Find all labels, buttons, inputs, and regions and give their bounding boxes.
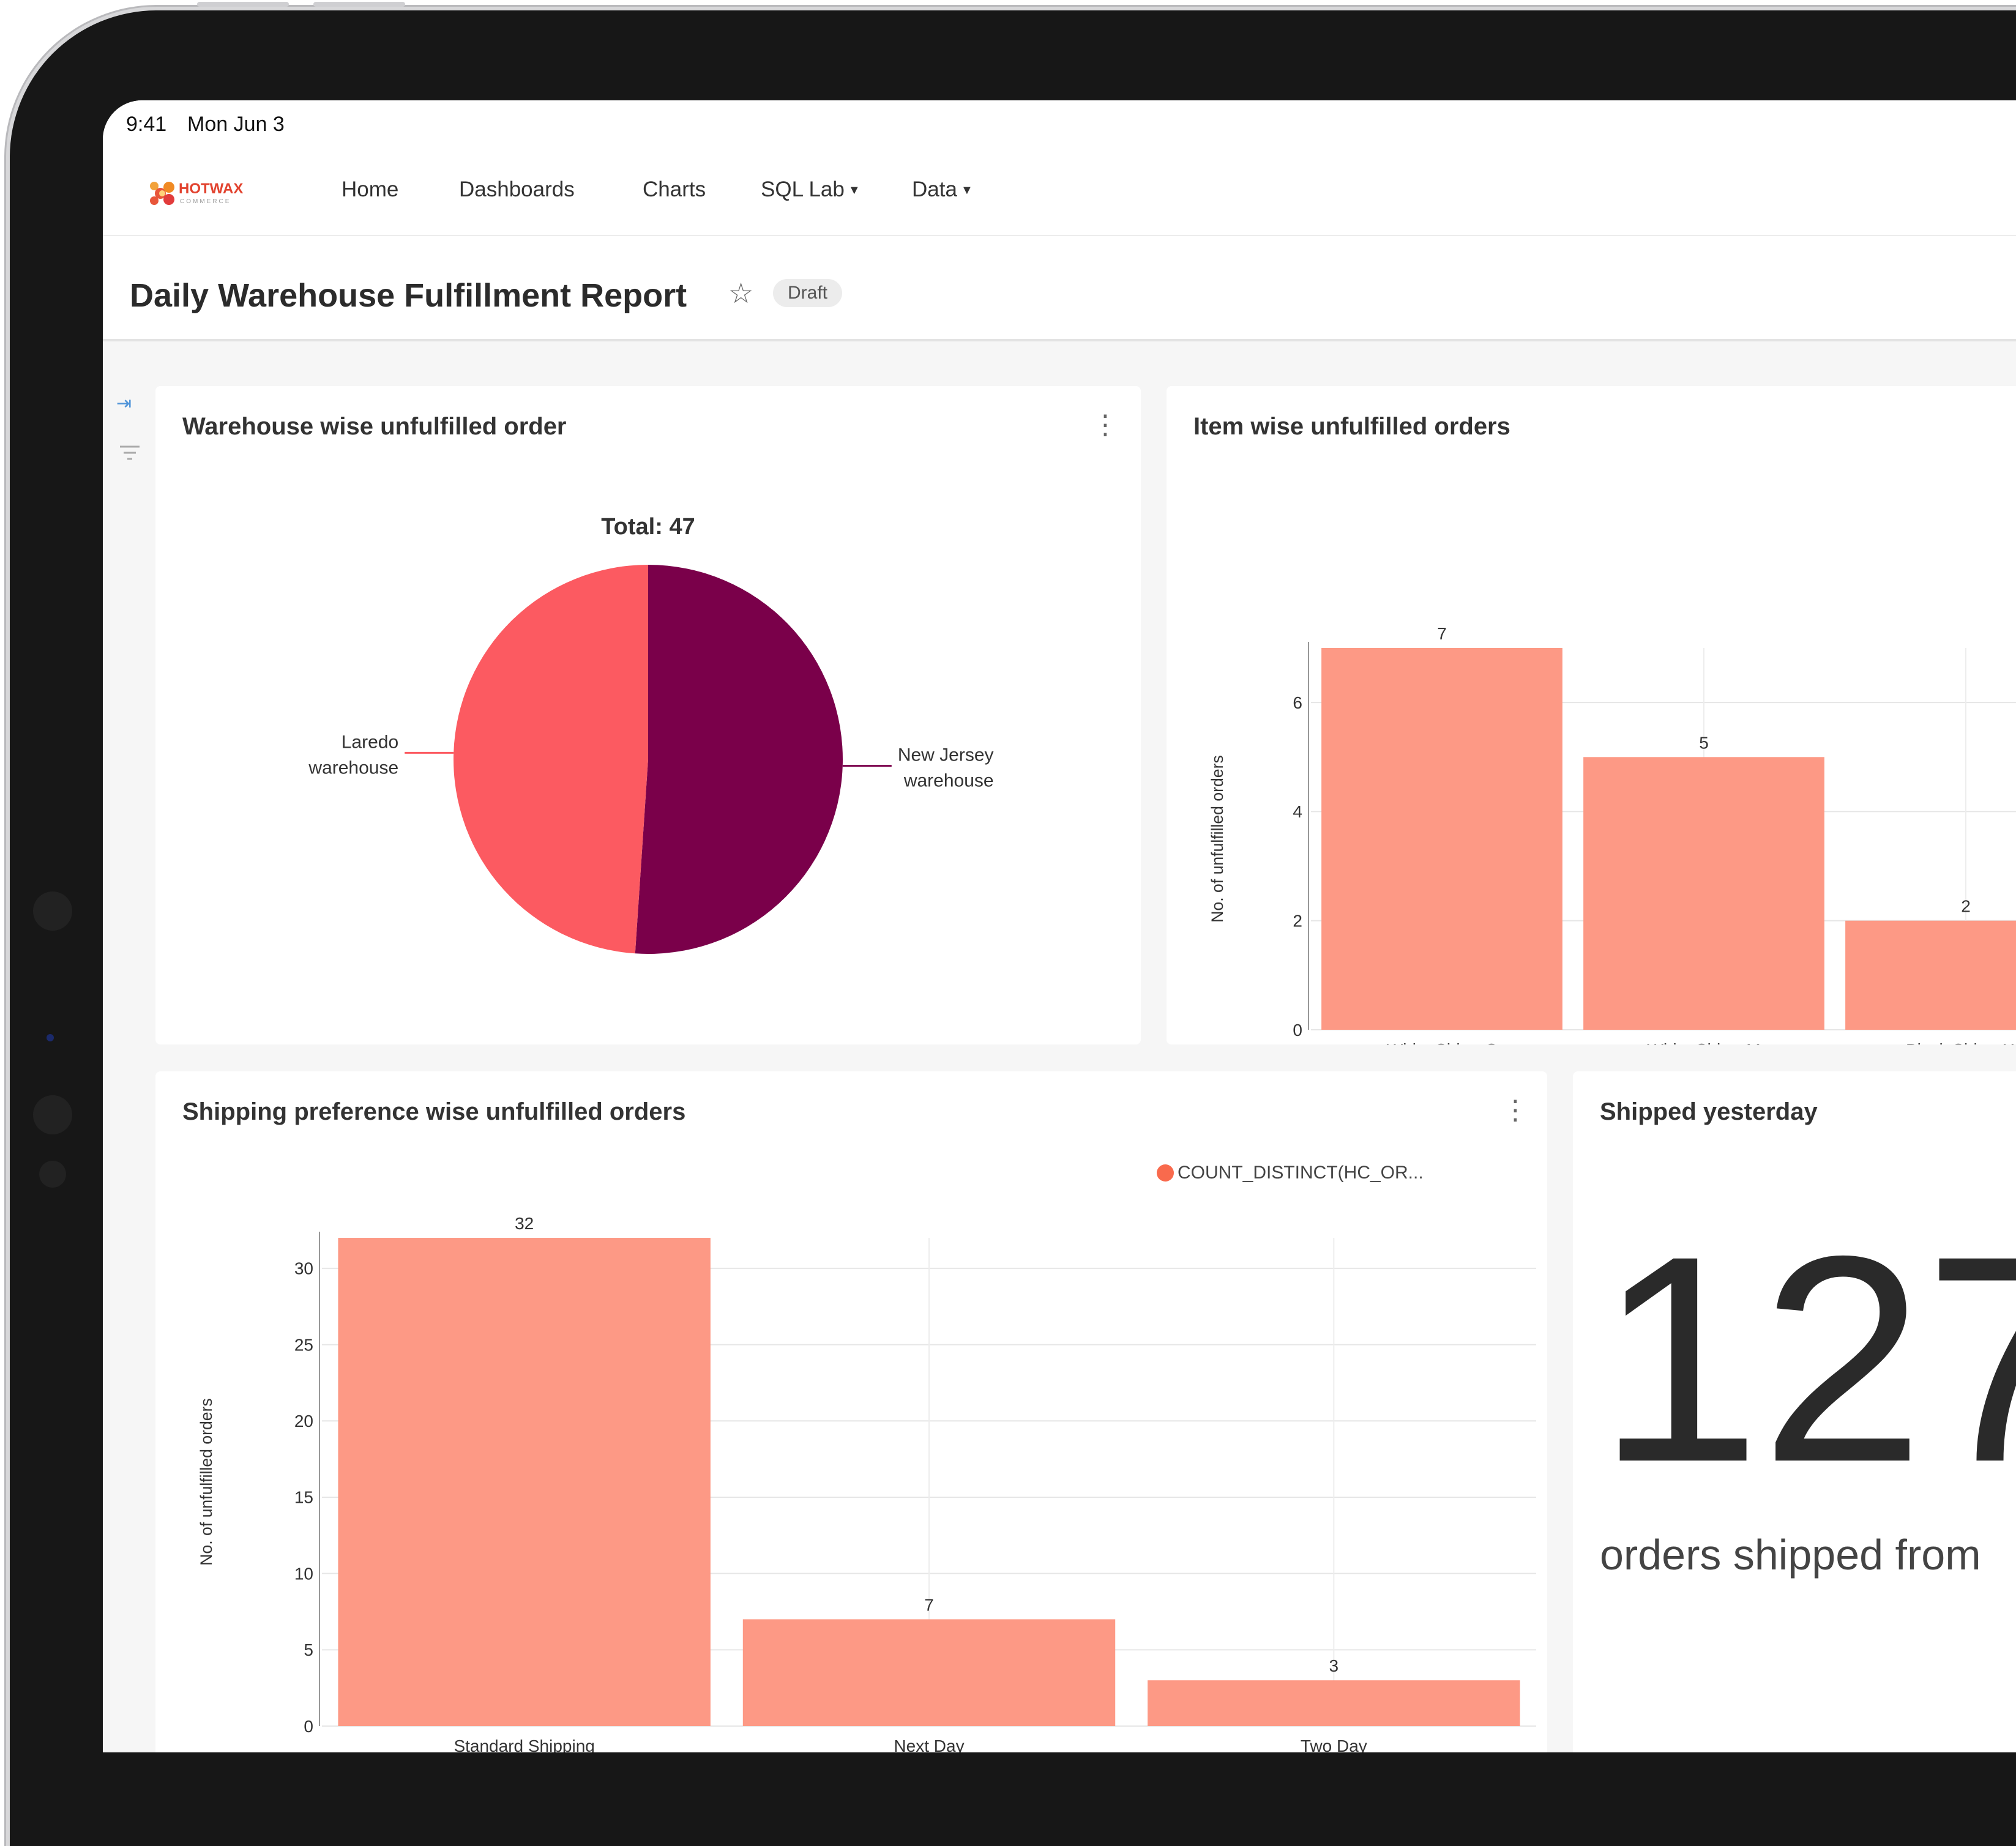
x-tick-label: Two Day bbox=[1301, 1736, 1367, 1752]
shipping-card-title: Shipping preference wise unfulfilled ord… bbox=[182, 1098, 686, 1125]
y-tick-label: 5 bbox=[304, 1640, 313, 1659]
camera-dot-2 bbox=[47, 1034, 54, 1041]
status-time: 9:41 bbox=[126, 113, 167, 136]
x-tick-label: White Shirt - S bbox=[1387, 1040, 1497, 1044]
tablet-screen: 9:41 Mon Jun 3 HOTWAX COMMERCE Home Dash… bbox=[103, 100, 2016, 1752]
y-tick-label: 10 bbox=[294, 1564, 313, 1583]
legend-dot-icon bbox=[1157, 1164, 1174, 1182]
nav-dashboards[interactable]: Dashboards bbox=[459, 177, 575, 201]
nav-home[interactable]: Home bbox=[342, 177, 399, 201]
power-button bbox=[313, 2, 405, 7]
bar bbox=[338, 1238, 711, 1726]
bar-value-label: 2 bbox=[1961, 897, 1971, 916]
bar-value-label: 5 bbox=[1699, 733, 1709, 752]
x-tick-label: White Shirt - M bbox=[1647, 1040, 1760, 1044]
pie-card-title: Warehouse wise unfulfilled order bbox=[182, 413, 567, 440]
item-bar-chart: 0 2 4 6 7 White Shirt - S 5 White Shirt - M 2 Bla… bbox=[1208, 624, 2016, 1044]
bar bbox=[1321, 648, 1562, 1030]
pie-slice bbox=[453, 565, 648, 954]
flower-icon bbox=[150, 182, 174, 205]
bar-value-label: 7 bbox=[924, 1595, 934, 1614]
shipping-bar-card: Shipping preference wise unfulfilled ord… bbox=[155, 1071, 1547, 1752]
pie-total-label: Total: 47 bbox=[601, 514, 695, 540]
item-card-title: Item wise unfulfilled orders bbox=[1193, 413, 1510, 440]
filter-icon[interactable] bbox=[118, 441, 142, 465]
chevron-down-icon: ▼ bbox=[960, 184, 973, 198]
camera-dot-4 bbox=[39, 1161, 66, 1188]
y-tick-label: 6 bbox=[1293, 693, 1302, 712]
y-tick-label: 30 bbox=[294, 1259, 313, 1278]
camera-dot-1 bbox=[33, 891, 72, 931]
draft-status-badge[interactable]: Draft bbox=[773, 279, 843, 307]
nav-data-label: Data bbox=[912, 177, 957, 201]
legend-label: COUNT_DISTINCT(HC_OR... bbox=[1178, 1163, 1424, 1183]
bar-value-label: 7 bbox=[1437, 624, 1447, 643]
x-tick-label: Next Day bbox=[894, 1736, 964, 1752]
shipping-legend[interactable]: COUNT_DISTINCT(HC_OR... bbox=[1157, 1162, 1424, 1183]
brand-sub: COMMERCE bbox=[180, 198, 231, 205]
shipping-card-menu-icon[interactable]: ⋮ bbox=[1502, 1095, 1529, 1125]
y-tick-label: 0 bbox=[1293, 1021, 1302, 1040]
y-axis-title: No. of unfulfilled orders bbox=[1208, 755, 1226, 922]
page-title: Daily Warehouse Fulfillment Report bbox=[130, 277, 687, 314]
nav-data[interactable]: Data ▼ bbox=[912, 177, 973, 202]
bar bbox=[742, 1619, 1116, 1726]
brand-name: HOTWAX bbox=[179, 181, 243, 197]
pie-slice bbox=[635, 565, 843, 954]
y-axis-title: No. of unfulfilled orders bbox=[197, 1398, 215, 1565]
pie-slice-label: warehouse bbox=[903, 771, 994, 791]
item-bar-card: Item wise unfulfilled orders 0 2 4 6 7 White … bbox=[1167, 386, 2016, 1044]
nav-charts[interactable]: Charts bbox=[643, 177, 706, 201]
x-tick-label: Black Shirt - XS bbox=[1906, 1040, 2016, 1044]
expand-filters-icon[interactable]: ⇥ bbox=[116, 393, 132, 414]
shipped-yesterday-card: Shipped yesterday 127 orders shipped fro… bbox=[1573, 1071, 2016, 1752]
y-tick-label: 20 bbox=[294, 1412, 313, 1431]
pie-card-menu-icon[interactable]: ⋮ bbox=[1092, 410, 1119, 440]
shipping-bar-chart: 0 5 10 15 20 25 30 32 Standard Shipping 7 Next Day… bbox=[197, 1214, 1536, 1752]
bar-value-label: 3 bbox=[1329, 1656, 1339, 1675]
brand-logo[interactable]: HOTWAX COMMERCE bbox=[147, 169, 251, 218]
bar bbox=[1148, 1680, 1520, 1726]
pie-slice-label: warehouse bbox=[308, 757, 398, 778]
bar bbox=[1583, 757, 1824, 1030]
top-navbar bbox=[103, 149, 2016, 236]
status-bar: 9:41 Mon Jun 3 bbox=[103, 100, 2016, 149]
camera-dot-3 bbox=[33, 1095, 72, 1134]
y-tick-label: 25 bbox=[294, 1335, 313, 1354]
y-tick-label: 0 bbox=[304, 1717, 313, 1736]
pie-chart: Total: 47 New Jersey warehouse Laredo wareh… bbox=[308, 514, 994, 954]
chevron-down-icon: ▼ bbox=[848, 184, 861, 198]
nav-sql-lab-label: SQL Lab bbox=[761, 177, 845, 201]
bar-value-label: 32 bbox=[515, 1214, 534, 1233]
pie-slice-label: Laredo bbox=[342, 732, 398, 752]
status-date: Mon Jun 3 bbox=[187, 113, 285, 136]
y-tick-label: 15 bbox=[294, 1488, 313, 1507]
volume-button bbox=[197, 2, 289, 7]
x-tick-label: Standard Shipping bbox=[454, 1736, 594, 1752]
big-number-subheader: orders shipped from bbox=[1600, 1531, 1981, 1579]
y-tick-label: 2 bbox=[1293, 912, 1302, 931]
pie-slice-label: New Jersey bbox=[898, 745, 994, 765]
big-number-value: 127 bbox=[1597, 1194, 2016, 1523]
nav-sql-lab[interactable]: SQL Lab ▼ bbox=[761, 177, 861, 202]
favorite-star-icon[interactable]: ☆ bbox=[728, 277, 754, 309]
bar bbox=[1845, 920, 2016, 1030]
shipped-card-title: Shipped yesterday bbox=[1600, 1098, 1818, 1125]
y-tick-label: 4 bbox=[1293, 802, 1302, 821]
dashboard-header: Daily Warehouse Fulfillment Report ☆ Dra… bbox=[103, 236, 2016, 341]
pie-chart-card: Warehouse wise unfulfilled order ⋮ Total… bbox=[155, 386, 1141, 1044]
